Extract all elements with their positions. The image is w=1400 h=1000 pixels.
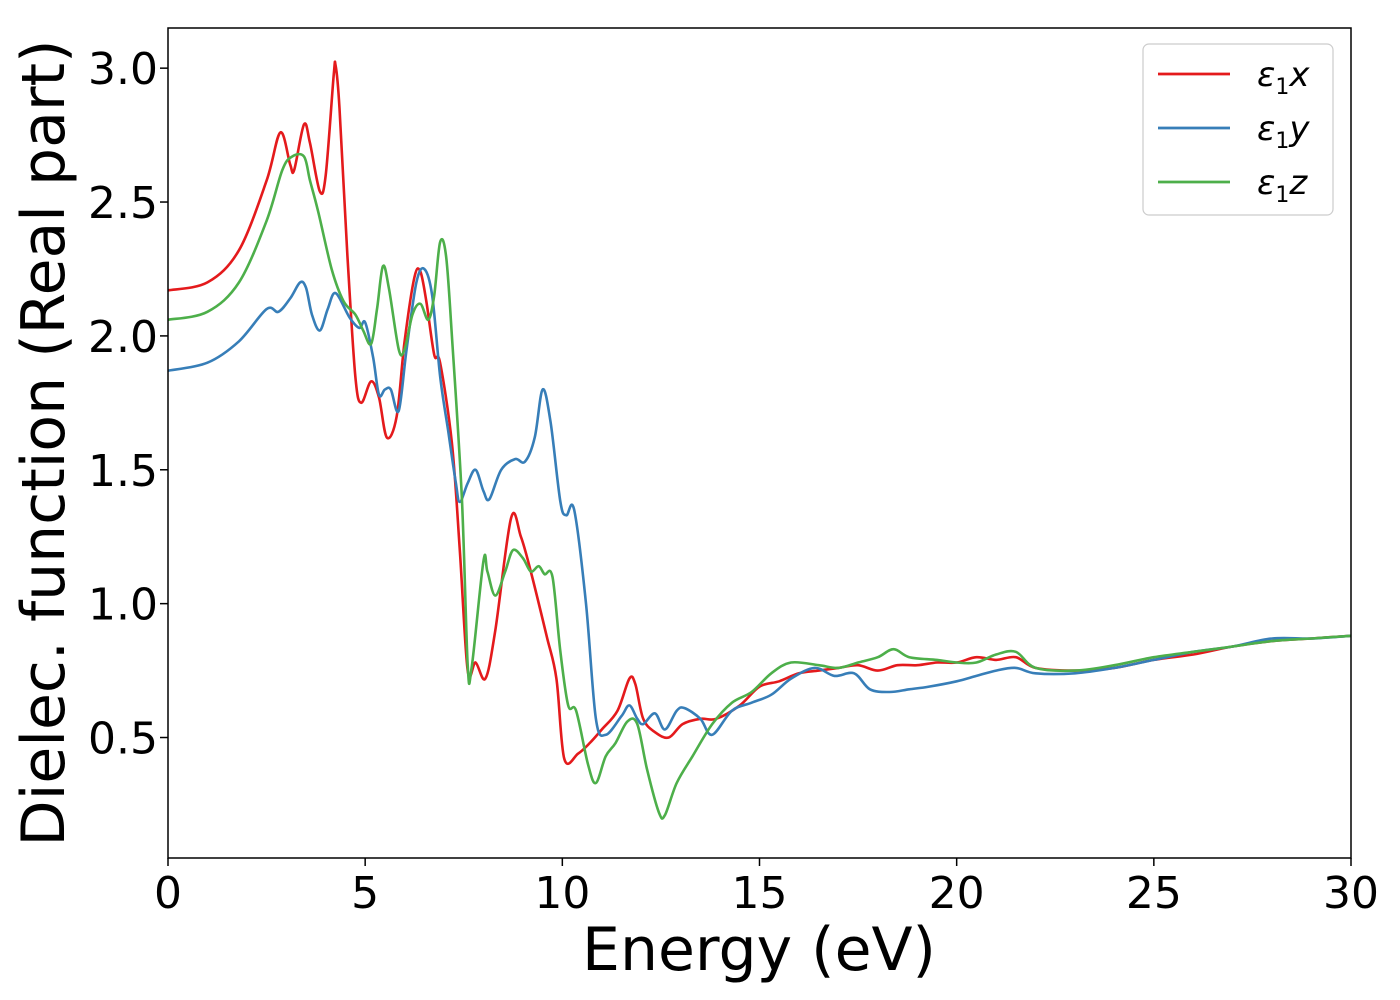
x-tick-label: 5 [351,868,379,919]
legend-items: ε1x ε1y ε1z [1158,55,1310,208]
legend-label-y: ε1y [1257,109,1310,154]
series-line-y [167,266,1352,737]
x-axis-title: Energy (eV) [582,915,936,985]
y-tick-label: 2.5 [88,178,158,229]
y-axis: 0.5 1.0 1.5 2.0 2.5 3.0 [88,44,168,765]
y-tick-label: 0.5 [88,714,158,765]
y-tick-label: 2.0 [88,312,158,363]
series-layer [167,60,1352,820]
y-tick-label: 1.5 [88,446,158,497]
x-tick-label: 0 [154,868,182,919]
legend-box [1142,43,1334,216]
series-line-x [167,60,1352,766]
legend-label-x: ε1x [1257,55,1310,100]
x-tick-label: 25 [1126,868,1182,919]
y-axis-title: Dielec. function (Real part) [9,40,79,847]
y-tick-label: 1.0 [88,580,158,631]
x-tick-label: 20 [929,868,985,919]
legend-label-z: ε1z [1257,163,1308,208]
x-tick-label: 30 [1323,868,1379,919]
y-tick-label: 3.0 [88,44,158,95]
x-tick-label: 15 [732,868,788,919]
x-axis: 0 5 10 15 20 25 30 [154,858,1379,919]
legend: ε1x ε1y ε1z [1142,43,1334,216]
x-tick-label: 10 [534,868,590,919]
series-line-z [167,152,1352,820]
